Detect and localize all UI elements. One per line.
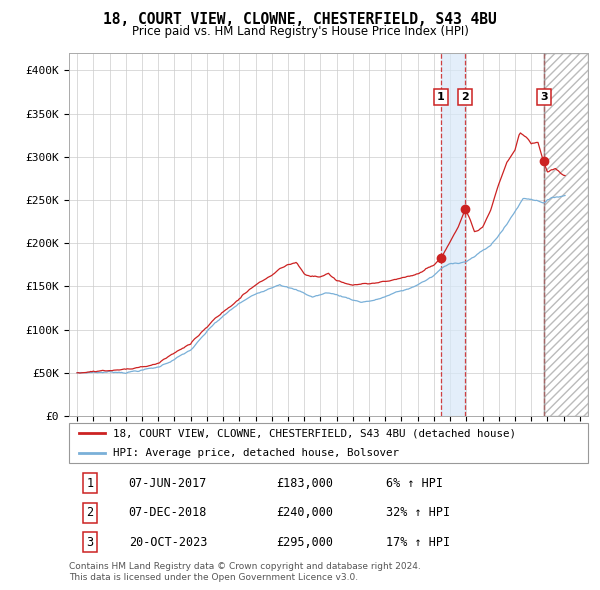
- Text: 1: 1: [86, 477, 94, 490]
- Text: 18, COURT VIEW, CLOWNE, CHESTERFIELD, S43 4BU: 18, COURT VIEW, CLOWNE, CHESTERFIELD, S4…: [103, 12, 497, 27]
- Text: 2: 2: [86, 506, 94, 519]
- Text: 07-JUN-2017: 07-JUN-2017: [128, 477, 207, 490]
- Bar: [544, 53, 588, 416]
- Text: 07-DEC-2018: 07-DEC-2018: [128, 506, 207, 519]
- Text: 1: 1: [437, 91, 445, 101]
- Text: 17% ↑ HPI: 17% ↑ HPI: [386, 536, 450, 549]
- Text: HPI: Average price, detached house, Bolsover: HPI: Average price, detached house, Bols…: [113, 448, 399, 458]
- Text: Contains HM Land Registry data © Crown copyright and database right 2024.: Contains HM Land Registry data © Crown c…: [69, 562, 421, 571]
- Text: 3: 3: [86, 536, 94, 549]
- Text: 20-OCT-2023: 20-OCT-2023: [128, 536, 207, 549]
- FancyBboxPatch shape: [69, 423, 588, 463]
- Text: 3: 3: [541, 91, 548, 101]
- Text: 18, COURT VIEW, CLOWNE, CHESTERFIELD, S43 4BU (detached house): 18, COURT VIEW, CLOWNE, CHESTERFIELD, S4…: [113, 428, 516, 438]
- Text: This data is licensed under the Open Government Licence v3.0.: This data is licensed under the Open Gov…: [69, 573, 358, 582]
- Text: £183,000: £183,000: [277, 477, 334, 490]
- Text: 6% ↑ HPI: 6% ↑ HPI: [386, 477, 443, 490]
- Text: £240,000: £240,000: [277, 506, 334, 519]
- Text: £295,000: £295,000: [277, 536, 334, 549]
- Text: 32% ↑ HPI: 32% ↑ HPI: [386, 506, 450, 519]
- Text: 2: 2: [461, 91, 469, 101]
- Text: Price paid vs. HM Land Registry's House Price Index (HPI): Price paid vs. HM Land Registry's House …: [131, 25, 469, 38]
- Bar: [441, 53, 465, 416]
